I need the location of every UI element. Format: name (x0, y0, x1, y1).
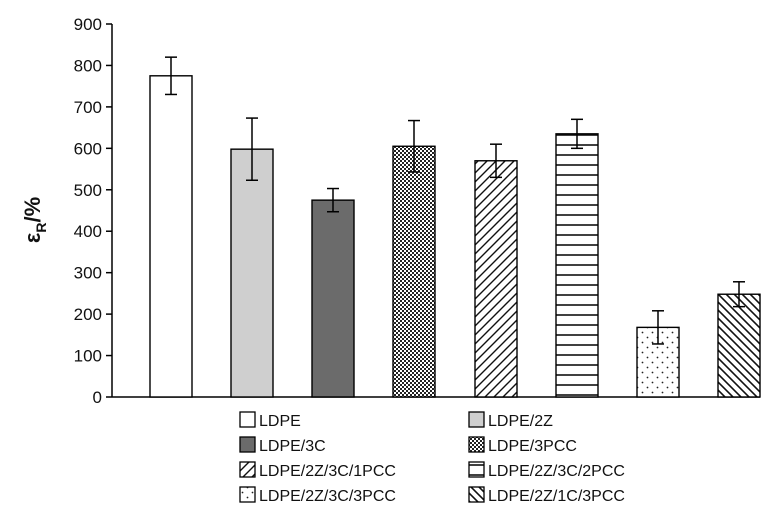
y-axis-subscript: R (33, 223, 49, 233)
y-axis-symbol: ε (20, 232, 45, 243)
y-tick-label: 700 (74, 98, 102, 117)
legend-swatch (468, 486, 485, 503)
y-tick-label: 0 (93, 388, 102, 407)
y-tick-label: 200 (74, 305, 102, 324)
error-bar (571, 118, 583, 150)
bar-ldpe-2z-1c-3pcc (717, 293, 761, 398)
y-axis-unit: /% (20, 197, 45, 223)
legend-label: LDPE/2Z/3C/1PCC (259, 463, 396, 480)
error-bar (408, 119, 420, 173)
error-bar (733, 281, 745, 308)
y-tick-label: 900 (74, 15, 102, 34)
error-bar (165, 56, 177, 96)
error-bar (652, 310, 664, 345)
legend: LDPE LDPE/2Z LDPE/3C LDPE/3PCC LDPE/2Z/3C/1P… (239, 411, 625, 505)
legend-label: LDPE (259, 413, 301, 430)
bars-group (149, 56, 761, 398)
y-tick-label: 500 (74, 181, 102, 200)
legend-item: LDPE/2Z/3C/2PCC (468, 461, 625, 480)
legend-label: LDPE/2Z/3C/2PCC (488, 463, 625, 480)
bar-ldpe-3pcc (392, 145, 436, 398)
bar-ldpe-2z-3c-2pcc (555, 133, 599, 398)
legend-item: LDPE/3C (239, 436, 326, 455)
legend-item: LDPE (239, 411, 301, 430)
bar-ldpe-2z (230, 148, 274, 398)
legend-swatch (468, 411, 485, 428)
legend-item: LDPE/3PCC (468, 436, 577, 455)
error-bar (246, 117, 258, 181)
legend-label: LDPE/3C (259, 438, 326, 455)
error-bar (490, 143, 502, 179)
bar-ldpe-2z-3c-1pcc (474, 160, 518, 398)
y-tick-label: 800 (74, 56, 102, 75)
legend-swatch (468, 436, 485, 453)
legend-swatch (239, 461, 256, 478)
error-bar (327, 187, 339, 213)
legend-label: LDPE/3PCC (488, 438, 577, 455)
legend-item: LDPE/2Z/3C/1PCC (239, 461, 396, 480)
legend-swatch (239, 486, 256, 503)
y-tick-label: 300 (74, 264, 102, 283)
y-tick-label: 600 (74, 139, 102, 158)
legend-item: LDPE/2Z/3C/3PCC (239, 486, 396, 505)
legend-swatch (239, 436, 256, 453)
bar-ldpe-3c (311, 199, 355, 398)
bar-ldpe (149, 75, 193, 398)
legend-swatch (468, 461, 485, 478)
y-axis-title: εR/% (20, 197, 49, 243)
legend-item: LDPE/2Z/1C/3PCC (468, 486, 625, 505)
legend-label: LDPE/2Z/3C/3PCC (259, 488, 396, 505)
legend-label: LDPE/2Z/1C/3PCC (488, 488, 625, 505)
y-tick-label: 100 (74, 347, 102, 366)
y-axis: 0 100 200 300 400 500 600 700 800 900 (74, 15, 760, 407)
y-tick-label: 400 (74, 222, 102, 241)
legend-item: LDPE/2Z (468, 411, 553, 430)
legend-swatch (239, 411, 256, 428)
legend-label: LDPE/2Z (488, 413, 553, 430)
